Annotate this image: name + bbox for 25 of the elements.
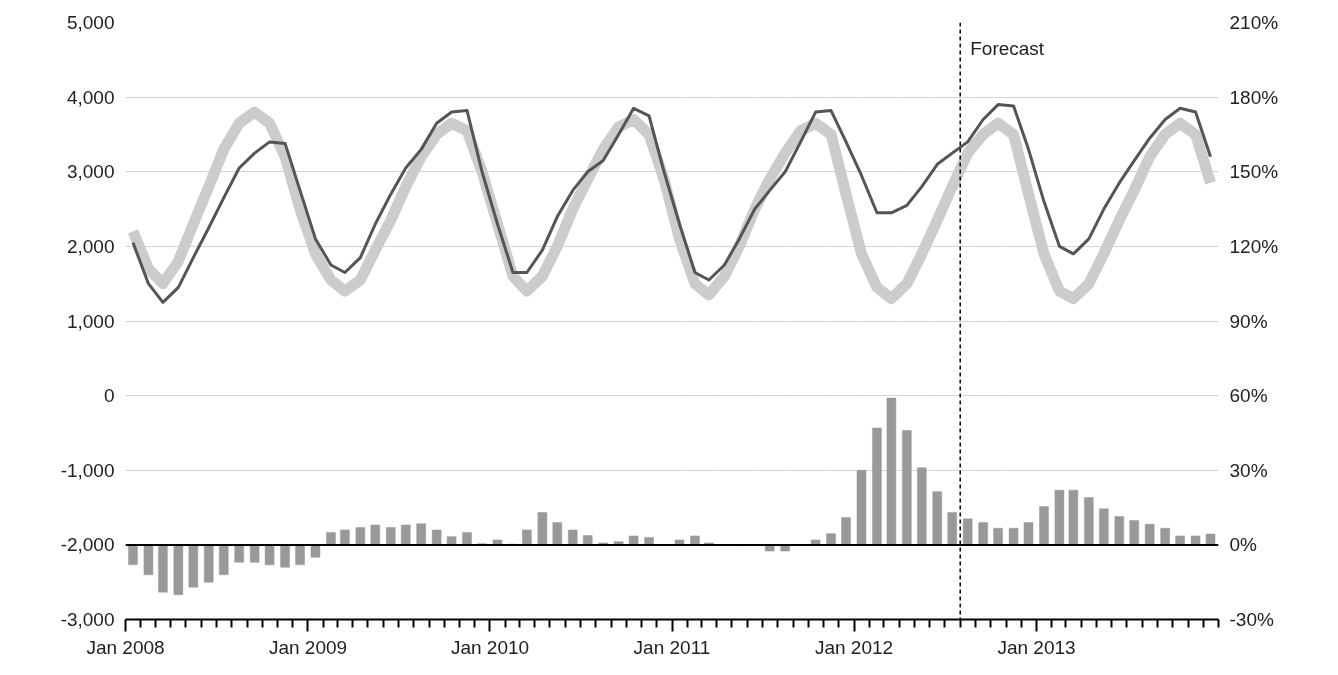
y-tick-label: -2,000 [60, 534, 115, 556]
y2-tick-label: -30% [1229, 609, 1274, 630]
y2-tick-label: 150% [1229, 161, 1279, 183]
y-tick-label: 4,000 [66, 86, 115, 108]
y-tick-label: 1,000 [66, 310, 115, 332]
y2-tick-label: 180% [1229, 86, 1279, 108]
x-tick-label: Jan 2008 [86, 636, 165, 658]
x-tick-label: Jan 2012 [814, 636, 894, 658]
y2-tick-label: 60% [1229, 385, 1268, 407]
y2-tick-label: 90% [1229, 310, 1268, 332]
x-tick-label: Jan 2009 [268, 636, 348, 658]
y-tick-label: 2,000 [66, 235, 115, 257]
y-tick-label: -1,000 [60, 459, 115, 481]
y-tick-label: 3,000 [66, 161, 115, 183]
x-tick-label: Jan 2010 [450, 636, 530, 658]
y2-tick-label: 120% [1229, 235, 1279, 257]
y-tick-label: 0 [103, 385, 115, 407]
y2-tick-label: 0% [1229, 534, 1258, 556]
y2-tick-label: 30% [1229, 459, 1268, 481]
ref-line-label: Forecast [970, 37, 1045, 59]
x-tick-label: Jan 2011 [633, 636, 711, 658]
y-tick-label: -3,000 [60, 609, 115, 630]
y2-tick-label: 210% [1229, 12, 1279, 33]
y-tick-label: 5,000 [66, 12, 115, 33]
x-tick-label: Jan 2013 [997, 636, 1076, 658]
